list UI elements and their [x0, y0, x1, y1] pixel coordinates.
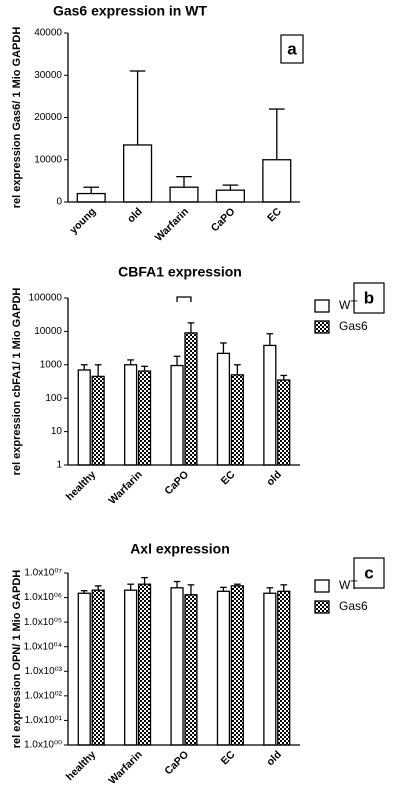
- y-axis-label: rel expression Gas6/ 1 Mio GAPDH: [11, 27, 23, 209]
- bar: [215, 189, 245, 203]
- x-tick-label: healthy: [64, 748, 99, 783]
- y-tick-label: 1000: [40, 359, 63, 370]
- y-tick-label: 1.0x10⁰³: [25, 666, 63, 677]
- y-tick-label: 10: [51, 426, 63, 437]
- panel-label: b: [364, 288, 374, 307]
- bar: [263, 592, 277, 746]
- x-tick-label: CaPO: [162, 749, 191, 778]
- panel-label-box: [353, 282, 385, 314]
- y-tick-label: 1: [56, 460, 62, 471]
- bar: [170, 587, 184, 746]
- y-tick-label: 0: [56, 197, 62, 208]
- legend-swatch: [314, 600, 330, 614]
- y-tick-label: 1.0x10⁰⁵: [24, 617, 62, 628]
- x-tick-label: young: [68, 206, 99, 237]
- bar: [230, 585, 244, 746]
- panel-label: c: [364, 563, 373, 582]
- legend-swatch: [314, 579, 330, 593]
- bar: [184, 594, 198, 746]
- bar: [262, 159, 292, 203]
- bar: [137, 370, 152, 466]
- bar: [263, 344, 277, 466]
- x-tick-label: EC: [265, 205, 284, 224]
- bar: [277, 379, 291, 466]
- y-tick-label: 20000: [34, 112, 62, 123]
- bar: [137, 583, 152, 746]
- panel-label: a: [287, 39, 297, 58]
- x-tick-label: Warfarin: [153, 206, 191, 244]
- y-axis-label: rel expression cbFA1/ 1 Mio GAPDH: [11, 288, 23, 476]
- y-tick-label: 40000: [34, 28, 62, 39]
- x-tick-label: old: [264, 469, 284, 489]
- bar: [169, 186, 199, 203]
- bar: [76, 192, 106, 203]
- x-tick-label: EC: [219, 468, 238, 487]
- significance-bracket: [176, 296, 192, 302]
- bar: [91, 375, 105, 466]
- x-tick-label: Warfarin: [106, 749, 144, 787]
- legend-label: WT: [339, 298, 358, 312]
- x-tick-label: CaPO: [162, 469, 191, 498]
- y-tick-label: 1.0x10⁰⁴: [24, 641, 62, 652]
- chart-title: Gas6 expression in WT: [53, 3, 207, 19]
- x-tick-label: old: [264, 749, 284, 769]
- y-tick-label: 100000: [29, 293, 63, 304]
- bar: [216, 352, 231, 466]
- chart-title: Axl expression: [130, 541, 230, 557]
- y-tick-label: 10000: [34, 154, 62, 165]
- legend-label: Gas6: [339, 319, 368, 333]
- bar: [77, 369, 91, 466]
- panel-label-box: [353, 557, 385, 589]
- x-tick-label: CaPO: [209, 206, 238, 235]
- bar: [230, 374, 244, 466]
- panel-label-box: [280, 34, 304, 64]
- x-tick-label: old: [125, 206, 145, 226]
- bar: [123, 144, 153, 203]
- bar: [91, 589, 105, 746]
- y-tick-label: 1.0x10⁰¹: [25, 715, 63, 726]
- y-axis-label: rel expression OPN/ 1 Mio GAPDH: [11, 570, 23, 749]
- x-tick-label: Warfarin: [106, 469, 144, 507]
- y-tick-label: 1.0x10⁰⁷: [24, 568, 62, 579]
- y-tick-label: 1.0x10⁰²: [25, 690, 63, 701]
- legend-label: Gas6: [339, 599, 368, 613]
- bar: [124, 589, 138, 746]
- y-tick-label: 1.0x10⁰⁰: [24, 740, 62, 751]
- x-tick-label: EC: [219, 748, 238, 767]
- bar: [170, 364, 184, 466]
- y-tick-label: 1.0x10⁰⁶: [24, 592, 62, 603]
- y-tick-label: 100: [45, 393, 62, 404]
- legend-label: WT: [339, 578, 358, 592]
- bar: [277, 590, 291, 746]
- x-tick-label: healthy: [64, 468, 99, 503]
- bar: [216, 590, 231, 746]
- y-tick-label: 10000: [34, 326, 62, 337]
- legend-swatch: [314, 320, 330, 334]
- bar: [184, 332, 198, 466]
- y-tick-label: 30000: [34, 70, 62, 81]
- legend-swatch: [314, 299, 330, 313]
- bar: [124, 364, 138, 466]
- chart-title: CBFA1 expression: [118, 264, 242, 280]
- bar: [77, 592, 91, 746]
